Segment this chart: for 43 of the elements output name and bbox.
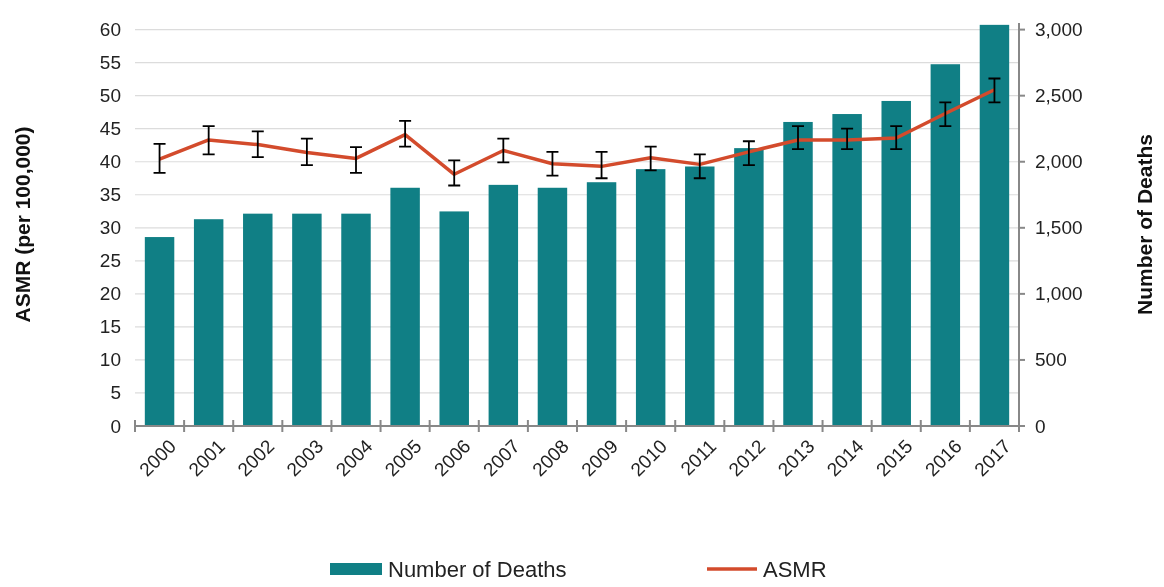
y-tick-label: 50 bbox=[99, 85, 121, 107]
y-tick-label: 25 bbox=[99, 250, 121, 272]
line-series bbox=[157, 87, 997, 177]
y-tick-label: 55 bbox=[99, 52, 121, 74]
bar bbox=[193, 219, 224, 426]
legend-label: ASMR bbox=[763, 556, 827, 582]
y-tick-label: 15 bbox=[99, 316, 121, 338]
legend-label: Number of Deaths bbox=[388, 556, 567, 582]
bar bbox=[537, 187, 568, 426]
y2-tick-label: 1,000 bbox=[1035, 283, 1083, 305]
bar bbox=[783, 121, 813, 426]
y2-tick-label: 0 bbox=[1035, 415, 1046, 437]
y-tick-label: 10 bbox=[99, 349, 121, 371]
bar bbox=[685, 166, 715, 426]
y-tick-label: 45 bbox=[99, 118, 121, 140]
y2-tick-label: 2,000 bbox=[1035, 151, 1083, 173]
bar bbox=[292, 213, 322, 426]
y2-tick-label: 500 bbox=[1035, 349, 1067, 371]
y-tick-label: 40 bbox=[99, 151, 121, 173]
y-tick-label: 20 bbox=[99, 283, 121, 305]
y-tick-label: 60 bbox=[99, 19, 121, 41]
bar bbox=[635, 169, 666, 426]
bar bbox=[734, 148, 764, 426]
y-tick-label: 0 bbox=[110, 415, 121, 437]
y-axis-title: ASMR (per 100,000) bbox=[11, 126, 34, 323]
y2-tick-label: 3,000 bbox=[1035, 19, 1083, 41]
y-tick-label: 30 bbox=[99, 217, 121, 239]
y-tick-label: 5 bbox=[110, 382, 121, 404]
bar bbox=[586, 182, 617, 426]
bar bbox=[881, 100, 911, 426]
bar bbox=[243, 213, 273, 426]
bar bbox=[832, 114, 862, 426]
y2-axis-title: Number of Deaths bbox=[1133, 134, 1156, 315]
y-tick-label: 35 bbox=[99, 184, 121, 206]
bar bbox=[979, 24, 1010, 426]
bar bbox=[341, 213, 371, 426]
bar bbox=[144, 237, 175, 426]
bar bbox=[488, 184, 519, 426]
bar bbox=[439, 211, 469, 426]
y2-tick-label: 1,500 bbox=[1035, 217, 1083, 239]
bar bbox=[390, 187, 420, 426]
y2-tick-label: 2,500 bbox=[1035, 85, 1083, 107]
bar bbox=[930, 64, 961, 426]
